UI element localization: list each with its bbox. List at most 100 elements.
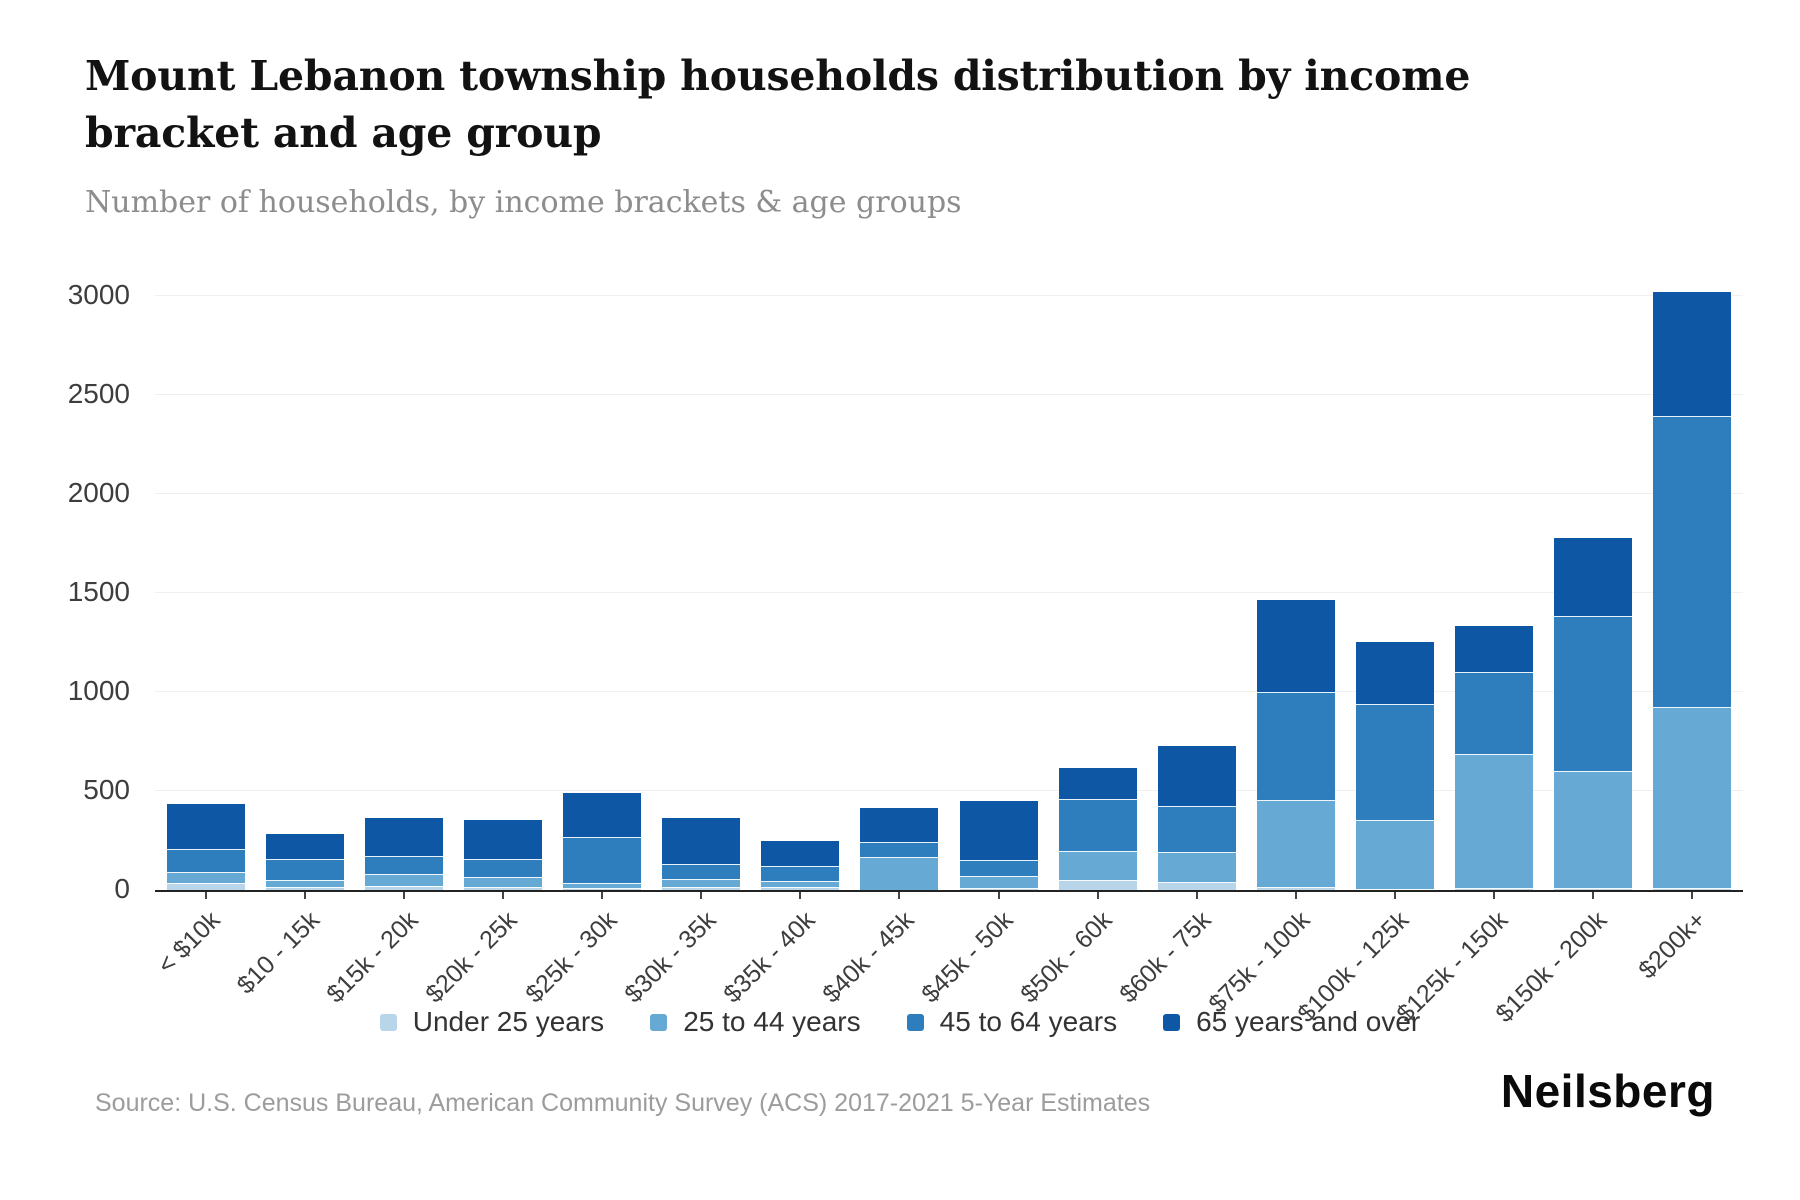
bar[interactable]: $150k - 200k xyxy=(1491,292,1632,1028)
gridline xyxy=(155,790,1743,792)
legend-swatch xyxy=(1163,1013,1181,1031)
y-axis-label: 2500 xyxy=(67,378,130,410)
bar-segment[interactable] xyxy=(1157,882,1236,891)
bar-segment[interactable] xyxy=(959,876,1038,889)
bar-segment[interactable] xyxy=(1355,889,1434,891)
bar-segment[interactable] xyxy=(266,859,345,881)
axis-tick xyxy=(502,892,505,900)
bar-segment[interactable] xyxy=(464,877,543,888)
bar-segment[interactable] xyxy=(1652,416,1731,707)
bar-segment[interactable] xyxy=(761,840,840,867)
legend-item[interactable]: Under 25 years xyxy=(379,1006,605,1038)
bar-segment[interactable] xyxy=(1157,851,1236,883)
bar-segment[interactable] xyxy=(464,858,543,878)
legend-item[interactable]: 65 years and over xyxy=(1163,1006,1420,1038)
bar[interactable]: $15k - 20k xyxy=(322,292,444,1009)
y-axis-label: 0 xyxy=(114,873,130,905)
bar-segment[interactable] xyxy=(1652,292,1731,417)
bar-segment[interactable] xyxy=(1256,887,1335,891)
bar-segment[interactable] xyxy=(1058,768,1137,800)
bar-segment[interactable] xyxy=(1256,800,1335,888)
bar-segment[interactable] xyxy=(365,855,444,875)
bar-segment[interactable] xyxy=(1454,672,1533,754)
bar-segment[interactable] xyxy=(167,848,245,873)
bar[interactable]: $125k - 150k xyxy=(1392,292,1533,1028)
bar-segment[interactable] xyxy=(1256,692,1335,801)
bar-segment[interactable] xyxy=(1454,625,1533,673)
axis-tick xyxy=(700,892,703,900)
bar-segment[interactable] xyxy=(959,801,1038,861)
bar-segment[interactable] xyxy=(1157,806,1236,852)
legend-label: Under 25 years xyxy=(412,1006,605,1038)
bar[interactable]: $60k - 75k xyxy=(1114,292,1236,1009)
bar[interactable]: $35k - 40k xyxy=(718,292,840,1009)
bar-segment[interactable] xyxy=(860,856,939,891)
bar-segment[interactable] xyxy=(662,864,741,880)
bar-segment[interactable] xyxy=(1652,888,1731,891)
bar-segment[interactable] xyxy=(761,866,840,882)
bar-segment[interactable] xyxy=(266,880,345,888)
bar[interactable]: $30k - 35k xyxy=(619,292,741,1009)
bar-segment[interactable] xyxy=(563,836,642,884)
bar-segment[interactable] xyxy=(662,817,741,865)
bar-segment[interactable] xyxy=(959,888,1038,891)
bar-segment[interactable] xyxy=(761,887,840,891)
bar-segment[interactable] xyxy=(167,872,245,884)
bar-segment[interactable] xyxy=(365,874,444,887)
bar-segment[interactable] xyxy=(1553,615,1632,772)
bar-segment[interactable] xyxy=(167,804,245,849)
bar-segment[interactable] xyxy=(1058,880,1137,891)
bar[interactable]: $75k - 100k xyxy=(1203,292,1335,1018)
y-axis-label: 1000 xyxy=(67,675,130,707)
bar-segment[interactable] xyxy=(1256,600,1335,693)
legend-item[interactable]: 25 to 44 years xyxy=(650,1006,861,1038)
bar[interactable]: $50k - 60k xyxy=(1015,292,1137,1009)
bar-segment[interactable] xyxy=(860,808,939,842)
bar-segment[interactable] xyxy=(1355,819,1434,890)
axis-tick xyxy=(997,892,1000,900)
bar[interactable]: < $10k xyxy=(152,292,245,980)
bar-segment[interactable] xyxy=(563,888,642,891)
bar[interactable]: $100k - 125k xyxy=(1293,292,1434,1028)
bar-segment[interactable] xyxy=(1652,706,1731,889)
bar-segment[interactable] xyxy=(1058,850,1137,881)
bar-segment[interactable] xyxy=(266,833,345,860)
bar[interactable]: $25k - 30k xyxy=(520,292,642,1009)
bar-segment[interactable] xyxy=(1553,537,1632,616)
bar-segment[interactable] xyxy=(1454,888,1533,891)
bar-segment[interactable] xyxy=(266,887,345,891)
bar-segment[interactable] xyxy=(959,860,1038,877)
legend-item[interactable]: 45 to 64 years xyxy=(906,1006,1117,1038)
bar-segment[interactable] xyxy=(365,817,444,856)
bar-segment[interactable] xyxy=(563,883,642,889)
bar-segment[interactable] xyxy=(167,883,245,891)
axis-tick xyxy=(304,892,307,900)
axis-tick xyxy=(403,892,406,900)
bar[interactable]: $10 - 15k xyxy=(231,292,345,1000)
bar[interactable]: $20k - 25k xyxy=(421,292,543,1009)
bar-segment[interactable] xyxy=(1355,704,1434,820)
bar[interactable]: $40k - 45k xyxy=(817,292,939,1009)
bar-segment[interactable] xyxy=(860,841,939,857)
bar-segment[interactable] xyxy=(365,886,444,891)
bar-segment[interactable] xyxy=(1157,745,1236,807)
page: Mount Lebanon township households distri… xyxy=(0,48,1800,1200)
bar-segment[interactable] xyxy=(1355,641,1434,705)
bar-segment[interactable] xyxy=(1553,771,1632,889)
bar-segment[interactable] xyxy=(662,879,741,888)
bar-segment[interactable] xyxy=(1058,799,1137,851)
axis-tick xyxy=(1294,892,1297,900)
y-axis-label: 3000 xyxy=(67,279,130,311)
neilsberg-logo: Neilsberg xyxy=(1500,1065,1715,1118)
bar-segment[interactable] xyxy=(1454,753,1533,889)
legend-swatch xyxy=(650,1013,668,1031)
bar-segment[interactable] xyxy=(563,793,642,837)
bar-segment[interactable] xyxy=(1553,888,1632,891)
bar-segment[interactable] xyxy=(464,887,543,891)
axis-tick xyxy=(1492,892,1495,900)
bar-segment[interactable] xyxy=(662,887,741,891)
bar-segment[interactable] xyxy=(761,881,840,888)
bar[interactable]: $45k - 50k xyxy=(916,292,1038,1009)
bar[interactable]: $200k+ xyxy=(1633,292,1731,984)
bar-segment[interactable] xyxy=(464,819,543,859)
